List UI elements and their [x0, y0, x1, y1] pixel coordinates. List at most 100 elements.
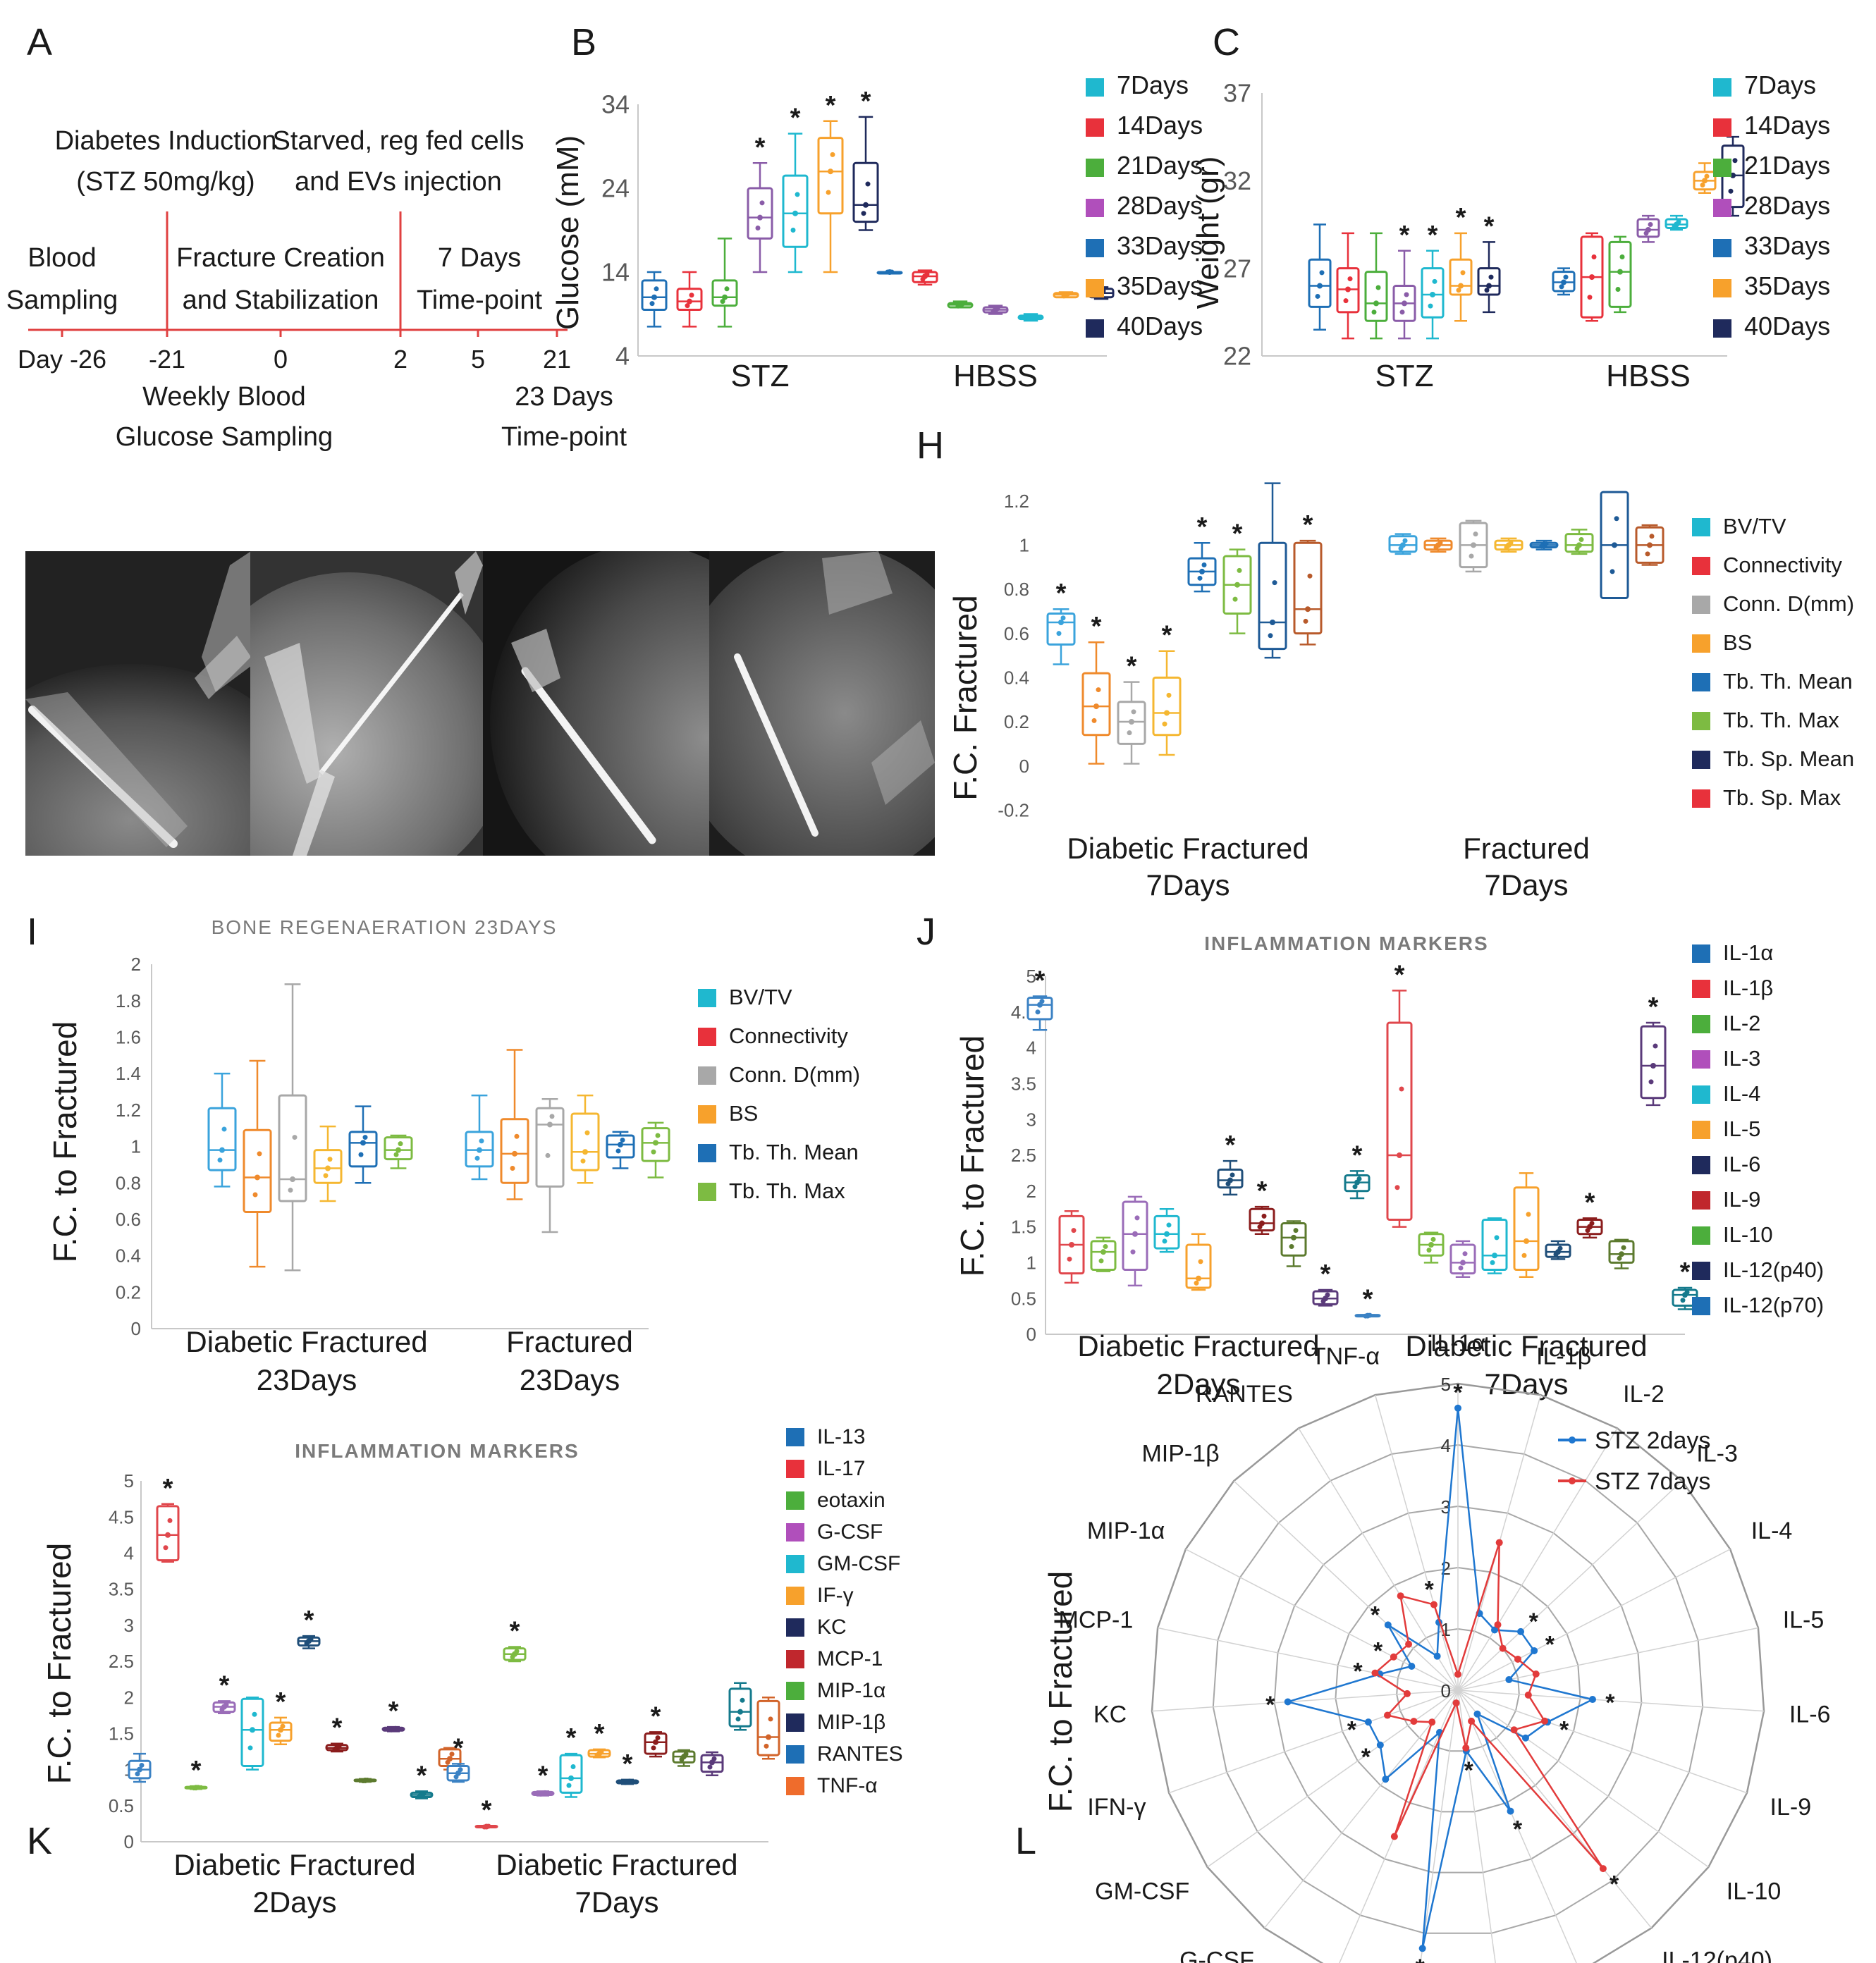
chart-i-data-point [219, 1147, 225, 1153]
chart-k-legend-swatch [786, 1650, 804, 1668]
chart-b-box [982, 304, 1009, 315]
chart-j-data-point [1653, 1043, 1658, 1049]
chart-k-data-point [453, 1774, 459, 1780]
chart-c-data-point [1484, 288, 1490, 293]
chart-k-significance-star: * [276, 1687, 286, 1717]
chart-k-data-point [445, 1759, 450, 1765]
chart-b-data-point [687, 298, 692, 304]
chart-c-data-point [1704, 173, 1710, 179]
chart-l-axis-label: MIP-1α [1087, 1518, 1165, 1544]
chart-h-legend-label: Connectivity [1723, 553, 1842, 577]
chart-h-data-point [1647, 542, 1653, 548]
chart-b-data-point [685, 303, 690, 309]
chart-k-data-point [449, 1752, 455, 1757]
chart-h-data-point [1469, 553, 1474, 559]
chart-h-legend-swatch [1692, 673, 1710, 691]
chart-b-legend-label: 40Days [1117, 312, 1203, 340]
chart-h-box [1564, 529, 1594, 555]
chart-k-legend-swatch [786, 1618, 804, 1637]
chart-b-group-label: HBSS [953, 359, 1038, 393]
chart-k-data-point [364, 1777, 370, 1783]
chart-h-box: * [1152, 621, 1182, 756]
chart-k-data-point [191, 1785, 197, 1791]
chart-j-legend-label: IL-12(p70) [1723, 1293, 1824, 1317]
chart-c-group-label: STZ [1375, 359, 1433, 393]
chart-h-y-tick-label: 0.2 [1004, 711, 1029, 732]
chart-k-y-tick-label: 3.5 [109, 1579, 134, 1600]
chart-j-significance-star: * [1680, 1257, 1691, 1287]
chart-b-legend-swatch [1086, 239, 1104, 257]
chart-j-data-point [1458, 1265, 1464, 1271]
chart-k-data-point [768, 1716, 773, 1722]
chart-j-box-body [1513, 1186, 1540, 1272]
chart-k-significance-star: * [594, 1719, 605, 1749]
chart-i-data-point [396, 1147, 401, 1153]
chart-c-data-point [1428, 303, 1433, 309]
chart-k-legend-swatch [786, 1555, 804, 1573]
chart-j-data-point [1394, 1185, 1400, 1190]
chart-k-y-tick-label: 2 [124, 1687, 134, 1708]
chart-j-data-point [1194, 1280, 1199, 1286]
chart-i-box [570, 1094, 600, 1184]
chart-k-box: * [269, 1687, 293, 1746]
chart-l-data-point [1588, 1696, 1596, 1704]
xray-panel-f [483, 551, 712, 856]
chart-j-data-point [1164, 1231, 1170, 1237]
chart-l-spoke [1185, 1549, 1459, 1691]
chart-b: 4 14 24 34 Glucose (mM) STZ HBSS * * * * 7Days 14Day… [551, 70, 1203, 393]
chart-j-group-sublabel: 7Days [1484, 1367, 1568, 1401]
panel-letter-h: H [916, 424, 944, 467]
chart-c-data-point [1375, 285, 1381, 290]
chart-l-r-tick-label: 0 [1441, 1680, 1451, 1702]
timeline-annotation-mid: Blood [27, 243, 96, 273]
chart-i-legend-swatch [698, 1066, 716, 1085]
chart-k-significance-star: * [623, 1749, 633, 1779]
chart-l-axis-label: IL-6 [1789, 1702, 1831, 1728]
chart-j-data-point [1067, 1256, 1072, 1262]
chart-j-significance-star: * [1352, 1140, 1363, 1170]
chart-i-y-tick-label: 0.2 [116, 1281, 141, 1303]
chart-h-data-point [1270, 620, 1275, 625]
chart-k-significance-star: * [651, 1702, 661, 1731]
chart-l-data-point [1454, 1404, 1461, 1412]
chart-h-data-point [1060, 615, 1066, 621]
chart-h-significance-star: * [1197, 512, 1208, 542]
chart-h-legend-label: Tb. Th. Max [1723, 708, 1839, 732]
chart-h-data-point [1056, 631, 1062, 636]
chart-c-y-tick-label: 32 [1223, 166, 1251, 195]
chart-h-box [1600, 491, 1629, 600]
chart-b-data-point [722, 294, 728, 300]
chart-k-data-point [139, 1762, 145, 1768]
panel-letter-c: C [1213, 21, 1240, 63]
chart-b-data-point [920, 276, 926, 282]
chart-k-box: * [184, 1756, 208, 1791]
chart-i-legend-label: Connectivity [729, 1023, 848, 1048]
chart-l-axis-label: IL-1β [1536, 1343, 1591, 1370]
chart-k-legend-label: IF-γ [817, 1584, 854, 1607]
timeline-annotation-below: Time-point [501, 422, 627, 452]
chart-c-data-point [1728, 188, 1734, 194]
chart-l-data-point [1430, 1601, 1437, 1608]
chart-k-data-point [679, 1756, 685, 1762]
chart-k-data-point [421, 1791, 427, 1797]
chart-k-box-body [728, 1687, 752, 1728]
chart-k-box: * [381, 1697, 405, 1733]
chart-h-data-point [1096, 687, 1101, 693]
chart-j-data-point [1426, 1248, 1432, 1253]
chart-j-data-point [1162, 1238, 1167, 1244]
chart-k-legend-label: RANTES [817, 1742, 903, 1766]
chart-j-data-point [1320, 1298, 1326, 1304]
chart-c-group-label: HBSS [1606, 359, 1691, 393]
chart-h-data-point [1093, 703, 1099, 710]
chart-i-y-axis-label: F.C. to Fractured [47, 1021, 83, 1263]
chart-j-box [1122, 1195, 1148, 1287]
chart-k-box [353, 1777, 377, 1783]
chart-l-axis-label: IL-5 [1783, 1607, 1825, 1634]
chart-j-legend-swatch [1692, 1050, 1710, 1069]
chart-k-y-tick-label: 4 [124, 1543, 134, 1564]
chart-i-group-sublabel: 23Days [257, 1363, 357, 1396]
chart-k-significance-star: * [417, 1761, 427, 1790]
chart-c-data-point [1430, 291, 1435, 297]
chart-h-significance-star: * [1162, 621, 1172, 651]
chart-b-data-point [651, 294, 657, 300]
